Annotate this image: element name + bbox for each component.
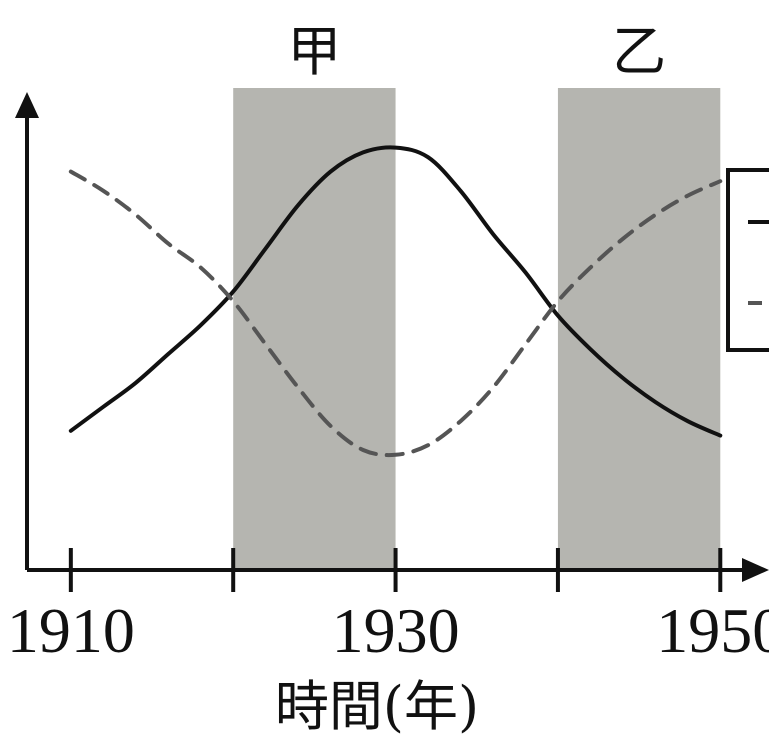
shaded-period-1: [233, 88, 396, 570]
period-label-1: 甲: [287, 20, 341, 83]
series: [68, 145, 723, 458]
series-line-solid: [68, 145, 723, 438]
legend-box: [726, 168, 769, 352]
shaded-periods: 甲乙: [233, 20, 721, 570]
x-tick-label: 1930: [332, 595, 460, 666]
y-axis-arrow-icon: [15, 92, 39, 118]
x-ticks: 1910 1930 1950: [7, 548, 769, 666]
x-tick-label: 1950: [656, 595, 769, 666]
period-label-2: 乙: [612, 20, 666, 83]
shaded-period-2: [557, 88, 721, 570]
x-axis-arrow-icon: [742, 558, 769, 582]
x-axis-title: 時間(年): [275, 675, 479, 738]
axes: [15, 92, 769, 582]
series-line-dashed: [68, 169, 723, 458]
x-tick-label: 1910: [7, 595, 135, 666]
legend: [726, 168, 769, 352]
